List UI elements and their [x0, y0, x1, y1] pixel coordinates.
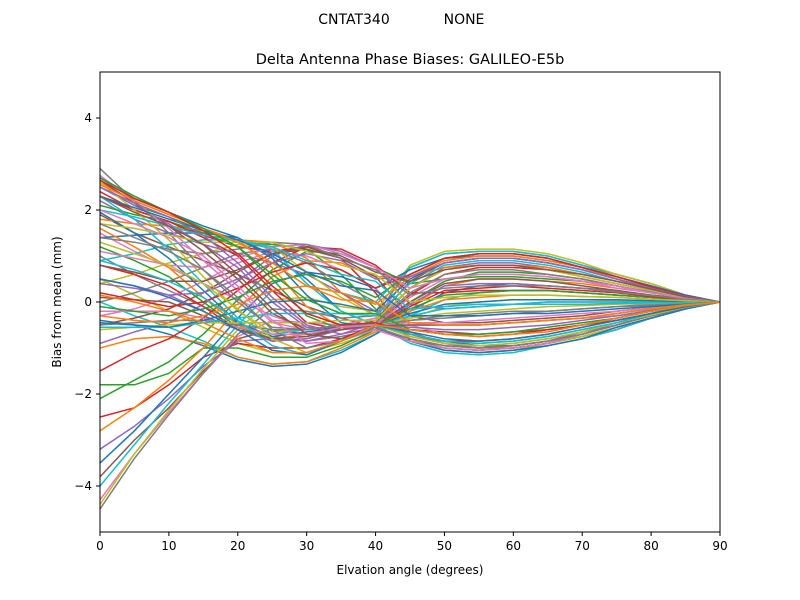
y-tick-label: −4 — [74, 479, 92, 493]
y-tick-label: 4 — [84, 111, 92, 125]
plot-frame — [99, 71, 721, 533]
series-line-az-275 — [100, 246, 720, 303]
series-line-az-200 — [100, 211, 720, 338]
x-tick-label: 20 — [230, 539, 245, 553]
x-tick-label: 30 — [299, 539, 314, 553]
x-tick-label: 80 — [643, 539, 658, 553]
series-line-az-335 — [100, 223, 720, 349]
series-line-az-230 — [100, 273, 720, 335]
series-line-az-350 — [100, 278, 720, 356]
series-line-az-145 — [100, 239, 720, 356]
chart-title: Delta Antenna Phase Biases: GALILEO-E5b — [256, 52, 565, 68]
suptitle-left: CNTAT340 — [318, 12, 389, 28]
series-line-az-345 — [100, 259, 720, 356]
x-tick-label: 40 — [368, 539, 383, 553]
series-line-az-90 — [100, 248, 720, 505]
series-layer — [100, 168, 720, 510]
series-line-az-265 — [100, 252, 720, 308]
y-tick-label: −2 — [74, 387, 92, 401]
series-line-az-280 — [100, 243, 720, 303]
x-tick-label: 50 — [437, 539, 452, 553]
series-line-az-285 — [100, 236, 720, 303]
x-tick-label: 10 — [161, 539, 176, 553]
series-line-az-270 — [100, 252, 720, 303]
x-tick-label: 70 — [575, 539, 590, 553]
series-line-az-290 — [100, 223, 720, 303]
x-tick-label: 60 — [506, 539, 521, 553]
tick-layer: 0 10 20 30 40 50 60 70 80 90 −4 −2 0 2 4 — [74, 111, 727, 553]
y-tick-label: 0 — [84, 295, 92, 309]
series-line-az-215 — [100, 264, 720, 342]
x-tick-label: 0 — [96, 539, 104, 553]
series-line-az-190 — [100, 181, 720, 333]
y-tick-label: 2 — [84, 203, 92, 217]
series-line-az-355 — [100, 294, 720, 354]
x-tick-label: 90 — [712, 539, 727, 553]
y-axis-label: Bias from mean (mm) — [50, 236, 64, 367]
x-axis-label: Elvation angle (degrees) — [337, 563, 484, 577]
suptitle-right: NONE — [444, 12, 485, 28]
